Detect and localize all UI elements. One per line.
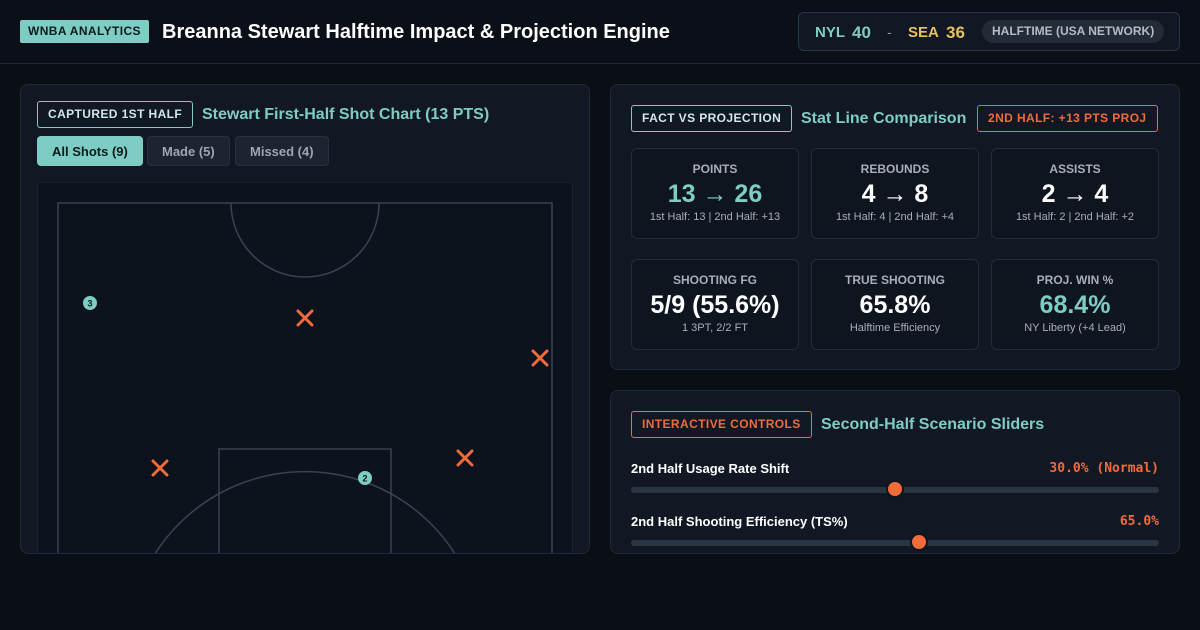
win-probability-value: 68.4%: [1039, 291, 1111, 319]
court-diagram: 32: [57, 202, 553, 553]
shooting-fg-label: SHOOTING FG: [673, 273, 757, 287]
scenario-sliders-title: Second-Half Scenario Sliders: [821, 416, 1045, 433]
true-shooting-value: 65.8%: [859, 291, 931, 319]
paint-lane: [218, 448, 392, 553]
shooting-efficiency-thumb[interactable]: [909, 533, 928, 551]
missed-shot-marker[interactable]: [151, 459, 169, 477]
missed-shot-marker[interactable]: [296, 309, 314, 327]
captured-tag: CAPTURED 1ST HALF: [37, 101, 194, 128]
missed-shot-stroke: [456, 449, 474, 467]
assists-sub: 1st Half: 2 | 2nd Half: +2: [1015, 211, 1135, 223]
made-shot-points: 3: [87, 299, 92, 309]
stat-comparison-title: Stat Line Comparison: [801, 110, 967, 127]
shot-chart-title: Stewart First-Half Shot Chart (13 PTS): [202, 106, 490, 123]
points-value: 13 → 26: [667, 180, 763, 208]
game-status-badge: HALFTIME (USA NETWORK): [982, 20, 1165, 43]
missed-shot-stroke: [151, 459, 169, 477]
rebounds-value: 4 → 8: [861, 180, 929, 208]
rebounds-label: REBOUNDS: [860, 162, 930, 176]
interactive-controls-tag: INTERACTIVE CONTROLS: [631, 411, 812, 438]
missed-shot-marker[interactable]: [456, 449, 474, 467]
made-shot-dot: [83, 296, 97, 310]
center-circle: [230, 202, 380, 278]
usage-rate-value: 30.0% (Normal): [1049, 461, 1159, 476]
true-shooting-card: TRUE SHOOTING 65.8% Halftime Efficiency: [811, 259, 979, 350]
away-team-score: 36: [946, 23, 965, 42]
score-separator: -: [887, 24, 892, 40]
home-team-abbr: NYL: [815, 24, 845, 41]
assists-value: 2 → 4: [1041, 180, 1109, 208]
win-probability-sub: NY Liberty (+4 Lead): [1024, 322, 1126, 334]
shooting-fg-value: 5/9 (55.6%): [650, 291, 780, 319]
assists-card: ASSISTS 2 → 4 1st Half: 2 | 2nd Half: +2: [991, 148, 1159, 239]
missed-shot-stroke: [296, 309, 314, 327]
top-bar: WNBA ANALYTICS Breanna Stewart Halftime …: [0, 0, 1200, 64]
shooting-efficiency-track[interactable]: [631, 540, 1159, 546]
true-shooting-label: TRUE SHOOTING: [844, 273, 945, 287]
away-team-abbr: SEA: [908, 24, 939, 41]
made-shot-dot: [358, 471, 372, 485]
court-boundary: [57, 202, 553, 553]
missed-shot-stroke: [531, 349, 549, 367]
points-sub: 1st Half: 13 | 2nd Half: +13: [649, 211, 781, 223]
win-probability-card: PROJ. WIN % 68.4% NY Liberty (+4 Lead): [991, 259, 1159, 350]
shooting-fg-sub: 1 3PT, 2/2 FT: [681, 322, 749, 334]
shooting-fg-card: SHOOTING FG 5/9 (55.6%) 1 3PT, 2/2 FT: [631, 259, 799, 350]
scenario-controls-panel: INTERACTIVE CONTROLS Second-Half Scenari…: [610, 390, 1180, 554]
rebounds-sub: 1st Half: 4 | 2nd Half: +4: [835, 211, 955, 223]
filter-made-button[interactable]: Made (5): [147, 136, 230, 166]
assists-label: ASSISTS: [1049, 162, 1101, 176]
made-shot-marker[interactable]: 2: [358, 471, 372, 485]
made-shot-points: 2: [362, 474, 367, 484]
scoreboard: NYL 40 - SEA 36 HALFTIME (USA NETWORK): [798, 12, 1180, 51]
stat-comparison-panel: FACT VS PROJECTION Stat Line Comparison …: [610, 84, 1180, 370]
true-shooting-sub: Halftime Efficiency: [849, 322, 941, 334]
points-card: POINTS 13 → 26 1st Half: 13 | 2nd Half: …: [631, 148, 799, 239]
usage-rate-label: 2nd Half Usage Rate Shift: [631, 461, 790, 476]
home-team-score: 40: [852, 23, 871, 42]
filter-missed-button[interactable]: Missed (4): [235, 136, 329, 166]
fact-vs-projection-tag: FACT VS PROJECTION: [631, 105, 793, 132]
projection-badge: 2ND HALF: +13 PTS PROJ: [977, 105, 1158, 132]
usage-rate-thumb[interactable]: [886, 480, 904, 498]
missed-shot-marker[interactable]: [531, 349, 549, 367]
points-label: POINTS: [692, 162, 738, 176]
made-shot-marker[interactable]: 3: [83, 296, 97, 310]
rebounds-card: REBOUNDS 4 → 8 1st Half: 4 | 2nd Half: +…: [811, 148, 979, 239]
shooting-efficiency-label: 2nd Half Shooting Efficiency (TS%): [631, 514, 848, 529]
brand-badge: WNBA ANALYTICS: [20, 20, 149, 43]
three-point-arc: [154, 470, 456, 553]
shot-chart-panel: CAPTURED 1ST HALF Stewart First-Half Sho…: [20, 84, 590, 554]
win-probability-label: PROJ. WIN %: [1036, 273, 1114, 287]
shooting-efficiency-value: 65.0%: [1119, 514, 1159, 529]
filter-all-shots-button[interactable]: All Shots (9): [37, 136, 143, 166]
page-title: Breanna Stewart Halftime Impact & Projec…: [162, 21, 670, 43]
